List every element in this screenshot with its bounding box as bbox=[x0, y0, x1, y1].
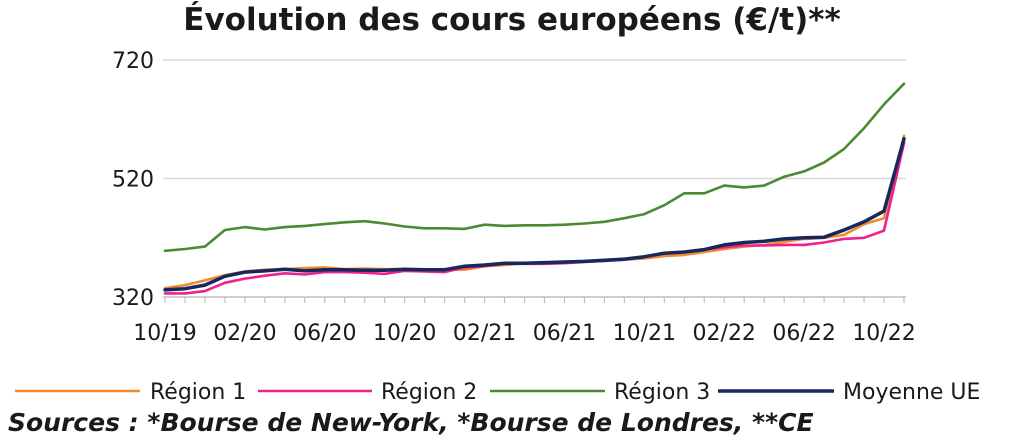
series-line-moyenne-ue bbox=[163, 137, 906, 292]
series-lines bbox=[163, 82, 906, 295]
series-line-r-gion-1 bbox=[163, 134, 906, 290]
x-tick-label: 06/22 bbox=[772, 321, 835, 346]
legend-label-moyenne-ue: Moyenne UE bbox=[843, 380, 980, 405]
legend-label-r-gion-2: Région 2 bbox=[381, 380, 477, 405]
x-axis bbox=[163, 296, 906, 303]
chart-title: Évolution des cours européens (€/t)** bbox=[183, 2, 841, 38]
sources-note: Sources : *Bourse de New-York, *Bourse d… bbox=[8, 408, 814, 437]
x-tick-label: 10/19 bbox=[133, 321, 196, 346]
y-tick-labels: 320 520 720 bbox=[112, 49, 154, 311]
x-tick-label: 06/21 bbox=[533, 321, 596, 346]
x-tick-label: 10/21 bbox=[613, 321, 676, 346]
y-tick-label: 720 bbox=[112, 49, 154, 74]
x-tick-label: 06/20 bbox=[293, 321, 356, 346]
legend-label-r-gion-3: Région 3 bbox=[614, 380, 710, 405]
y-tick-label: 520 bbox=[112, 168, 154, 193]
series-line-r-gion-3 bbox=[163, 82, 906, 253]
legend: Région 1 Région 2 Région 3 Moyenne UE bbox=[15, 380, 980, 405]
grid-lines bbox=[163, 59, 906, 180]
y-tick-label: 320 bbox=[112, 286, 154, 311]
x-tick-label: 02/20 bbox=[213, 321, 276, 346]
x-tick-label: 02/21 bbox=[453, 321, 516, 346]
legend-label-r-gion-1: Région 1 bbox=[150, 380, 246, 405]
x-tick-labels: 10/19 02/20 06/20 10/20 02/21 06/21 10/21 02/22… bbox=[133, 321, 915, 346]
x-tick-label: 02/22 bbox=[693, 321, 756, 346]
x-tick-label: 10/20 bbox=[373, 321, 436, 346]
x-tick-label: 10/22 bbox=[852, 321, 915, 346]
